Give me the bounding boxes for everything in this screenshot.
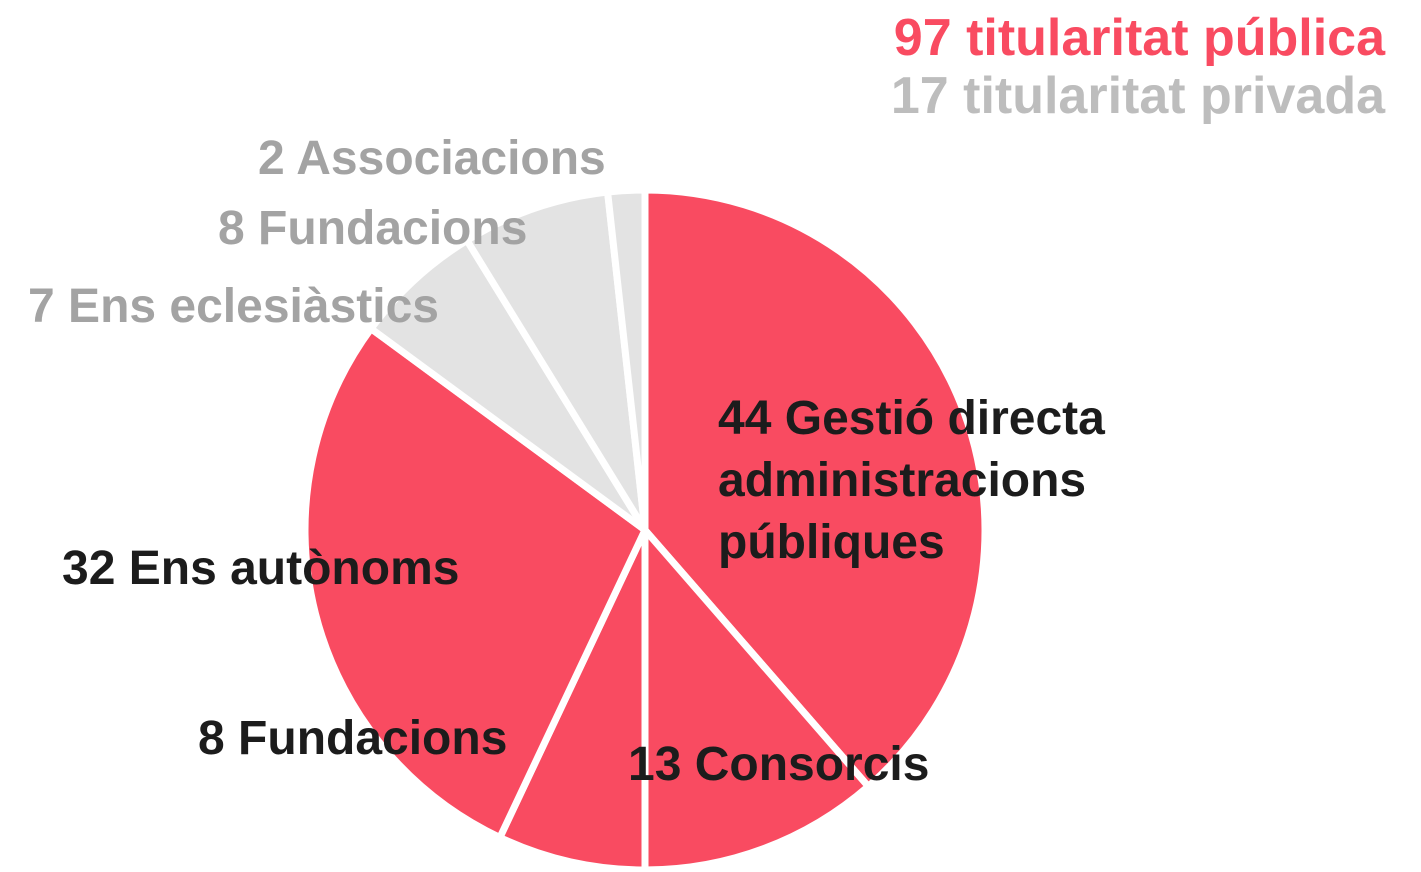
slice-value: 44 <box>718 392 772 445</box>
slice-category: Fundacions <box>258 202 528 255</box>
slice-value: 8 <box>198 712 225 765</box>
slice-value: 2 <box>258 132 285 185</box>
slice-category: Ens autònoms <box>128 542 460 595</box>
slice-value: 7 <box>28 280 55 333</box>
slice-category: Consorcis <box>694 738 930 791</box>
slice-value: 32 <box>62 542 116 595</box>
slice-label: 32 Ens autònoms <box>62 538 459 600</box>
slice-value: 8 <box>218 202 245 255</box>
annotation: 17 titularitat privada <box>890 67 1385 125</box>
slice-label: 13 Consorcis <box>628 734 929 796</box>
pie-slice <box>463 188 649 534</box>
slice-label: 8 Fundacions <box>218 198 527 260</box>
slice-label: 44 Gestió directa administracions públiq… <box>718 388 1188 574</box>
pie-slice <box>301 325 649 841</box>
pie-slice <box>604 186 649 534</box>
slice-category: Ens eclesiàstics <box>68 280 439 333</box>
pie-slice <box>641 186 989 790</box>
annotation: 97 titularitat pública <box>893 9 1385 67</box>
slice-category: Fundacions <box>238 712 508 765</box>
pie-slice <box>641 526 872 872</box>
slice-label: 7 Ens eclesiàstics <box>28 276 439 338</box>
slice-label: 2 Associacions <box>258 128 606 190</box>
slice-category: Associacions <box>296 132 606 185</box>
slice-category: Gestió directa administracions públiques <box>718 392 1105 569</box>
slice-label: 8 Fundacions <box>198 708 507 770</box>
slice-value: 13 <box>628 738 682 791</box>
